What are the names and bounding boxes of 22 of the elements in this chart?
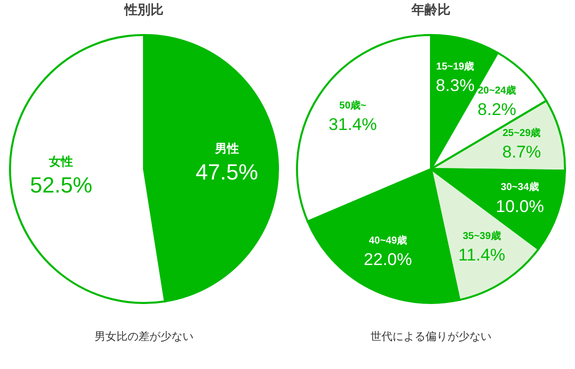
data-label: 47.5% bbox=[196, 159, 258, 184]
chart-title: 性別比 bbox=[124, 2, 164, 17]
slice-label: 15~19歳 bbox=[436, 60, 474, 72]
data-label: 22.0% bbox=[364, 250, 412, 269]
slice-label: 女性 bbox=[48, 154, 74, 169]
data-label: 52.5% bbox=[30, 172, 92, 198]
slice-label: 男性 bbox=[214, 141, 239, 156]
text: 男女比の差が少ない bbox=[94, 330, 194, 343]
slice-label: 50歳~ bbox=[339, 99, 366, 112]
data-label: 10.0% bbox=[496, 196, 544, 216]
slice-label: 20~24歳 bbox=[478, 84, 516, 96]
data-label: 8.3% bbox=[436, 76, 475, 96]
data-label: 11.4% bbox=[458, 246, 506, 265]
chart-title: 年齢比 bbox=[410, 2, 450, 17]
data-label: 8.7% bbox=[502, 142, 542, 162]
slice-label: 35~39歳 bbox=[462, 230, 501, 242]
slice-label: 40~49歳 bbox=[368, 234, 407, 246]
data-label: 8.2% bbox=[478, 100, 516, 119]
slice-label: 25~29歳 bbox=[502, 126, 541, 139]
slice-label: 30~34歳 bbox=[500, 181, 539, 194]
text: 世代による偏りが少ない bbox=[370, 330, 492, 343]
data-label: 31.4% bbox=[328, 114, 377, 134]
